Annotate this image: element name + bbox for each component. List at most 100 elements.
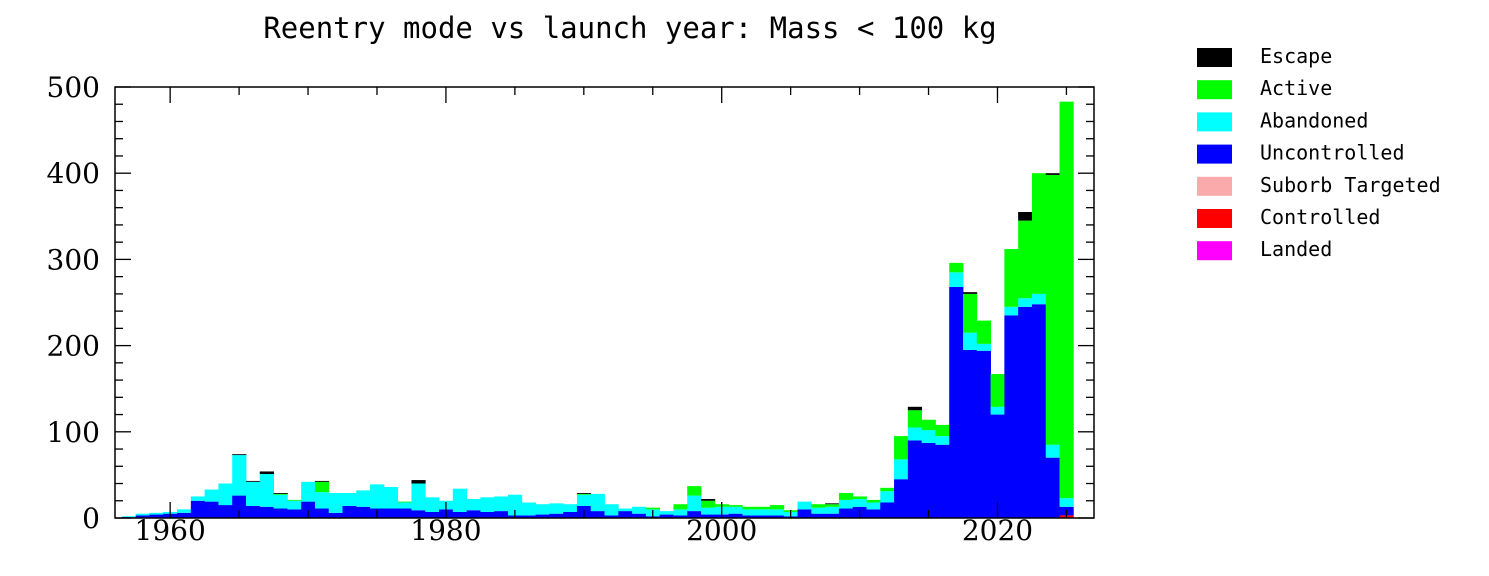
- bar-segment-2012-active: [880, 487, 895, 492]
- bar-segment-1984-abandoned: [494, 496, 509, 512]
- bar-segment-1968-escape: [273, 493, 288, 494]
- bar-segment-2002-uncontrolled: [742, 515, 757, 518]
- bar-segment-2003-active: [756, 506, 771, 510]
- bar-segment-2010-active: [852, 496, 867, 500]
- y-tick-label: 400: [47, 157, 100, 190]
- bar-segment-2019-abandoned: [976, 343, 991, 351]
- bar-segment-1976-abandoned: [383, 486, 399, 509]
- bar-segment-2001-uncontrolled: [728, 513, 743, 518]
- bar-segment-1965-escape: [232, 454, 247, 456]
- bar-segment-2018-uncontrolled: [963, 349, 978, 518]
- y-tick-label: 200: [47, 330, 100, 363]
- bar-segment-2024-uncontrolled: [1045, 457, 1060, 518]
- bar-segment-2014-abandoned: [907, 427, 923, 441]
- bar-segment-1973-uncontrolled: [342, 505, 357, 518]
- legend-label: Abandoned: [1260, 108, 1368, 132]
- bar-segment-1990-abandoned: [576, 494, 592, 506]
- bar-segment-1970-uncontrolled: [301, 501, 316, 518]
- bar-segment-2017-active: [949, 262, 964, 273]
- chart-title: Reentry mode vs launch year: Mass < 100 …: [263, 11, 996, 45]
- bar-segment-2009-active: [838, 493, 854, 500]
- bar-segment-1999-abandoned: [701, 507, 716, 515]
- bar-segment-1992-abandoned: [604, 504, 619, 516]
- axes-layer: 0 100 200 300 400 500 1960 1980 2000 2020: [47, 71, 1095, 547]
- bar-segment-2022-escape: [1018, 211, 1033, 221]
- bar-segment-2013-abandoned: [894, 459, 909, 480]
- bar-segment-2013-active: [894, 436, 909, 460]
- bar-segment-2008-escape: [825, 503, 840, 505]
- bar-segment-1959-uncontrolled: [149, 514, 164, 518]
- bar-segment-1977-abandoned: [397, 502, 412, 509]
- bar-segment-2014-escape: [907, 406, 923, 411]
- legend-swatch-suborb-targeted: [1197, 176, 1232, 196]
- legend-label: Controlled: [1260, 205, 1380, 229]
- bar-segment-2017-abandoned: [949, 272, 964, 287]
- bar-segment-1969-uncontrolled: [287, 509, 302, 518]
- bar-segment-1997-active: [673, 504, 688, 510]
- bar-segment-2008-abandoned: [825, 506, 840, 514]
- bar-segment-2001-active: [728, 505, 743, 507]
- bar-segment-2017-uncontrolled: [949, 286, 964, 518]
- y-tick-label: 0: [82, 502, 100, 535]
- bar-segment-1971-abandoned: [314, 492, 330, 509]
- bar-segment-2006-uncontrolled: [797, 509, 812, 518]
- bar-segment-2001-abandoned: [728, 506, 743, 514]
- bar-segment-1995-active: [645, 507, 661, 510]
- bar-segment-2007-uncontrolled: [811, 513, 826, 518]
- bar-segment-1965-abandoned: [232, 455, 247, 496]
- bar-segment-1966-uncontrolled: [245, 505, 261, 518]
- y-tick-label: 100: [47, 416, 100, 449]
- bar-segment-1965-uncontrolled: [232, 495, 247, 518]
- bar-segment-1969-abandoned: [287, 500, 302, 510]
- bar-segment-2007-abandoned: [811, 507, 826, 514]
- bar-segment-2014-uncontrolled: [907, 440, 923, 518]
- bar-segment-1993-uncontrolled: [618, 511, 633, 518]
- plot-frame: [114, 86, 1095, 519]
- bar-segment-2016-abandoned: [935, 436, 950, 445]
- bar-segment-1986-abandoned: [521, 502, 536, 516]
- bar-segment-1967-abandoned: [259, 474, 274, 507]
- bar-segment-1962-uncontrolled: [190, 500, 206, 518]
- bar-segment-2016-active: [935, 424, 950, 437]
- bar-segment-1990-escape: [576, 493, 592, 494]
- bar-segment-1994-abandoned: [632, 506, 647, 514]
- bar-segment-1966-abandoned: [245, 481, 261, 506]
- bar-segment-1959-abandoned: [149, 512, 164, 515]
- legend-swatch-controlled: [1197, 209, 1232, 228]
- bar-segment-2009-abandoned: [838, 499, 854, 509]
- bar-segment-1971-uncontrolled: [314, 508, 330, 518]
- bar-segment-2011-abandoned: [866, 502, 881, 510]
- y-tick-label: 500: [47, 71, 100, 104]
- bar-segment-1999-uncontrolled: [701, 514, 716, 518]
- bar-segment-1964-uncontrolled: [218, 505, 233, 518]
- bar-segment-1990-active: [576, 493, 592, 495]
- legend-swatch-landed: [1197, 241, 1232, 261]
- bar-segment-1994-uncontrolled: [632, 513, 647, 518]
- bar-segment-1989-abandoned: [563, 504, 578, 512]
- bar-segment-1986-uncontrolled: [521, 515, 536, 518]
- bar-segment-1958-uncontrolled: [135, 515, 150, 518]
- bar-segment-2004-active: [769, 505, 785, 510]
- bar-segment-1974-abandoned: [356, 490, 371, 507]
- bar-segment-1988-abandoned: [549, 503, 564, 514]
- bar-segment-2009-uncontrolled: [838, 508, 854, 518]
- bar-segment-1989-uncontrolled: [563, 511, 578, 518]
- bar-segment-2003-abandoned: [756, 509, 771, 516]
- bar-segment-2020-abandoned: [990, 406, 1005, 415]
- bars-layer: [121, 101, 1074, 518]
- bar-segment-2023-uncontrolled: [1031, 304, 1047, 518]
- bar-segment-2025-abandoned: [1059, 498, 1074, 507]
- bar-segment-2011-active: [866, 499, 881, 503]
- bar-segment-2015-active: [921, 419, 936, 431]
- bar-segment-1968-abandoned: [273, 494, 288, 509]
- bar-segment-1997-abandoned: [673, 509, 688, 516]
- bar-segment-1961-uncontrolled: [177, 512, 192, 518]
- x-tick-label: 2000: [686, 514, 757, 547]
- bar-segment-2007-active: [811, 504, 826, 508]
- legend-label: Active: [1260, 76, 1332, 100]
- bar-segment-2013-uncontrolled: [894, 479, 909, 518]
- legend-label: Landed: [1260, 237, 1332, 261]
- bar-segment-1991-uncontrolled: [590, 511, 605, 518]
- bar-segment-1971-escape: [314, 480, 330, 482]
